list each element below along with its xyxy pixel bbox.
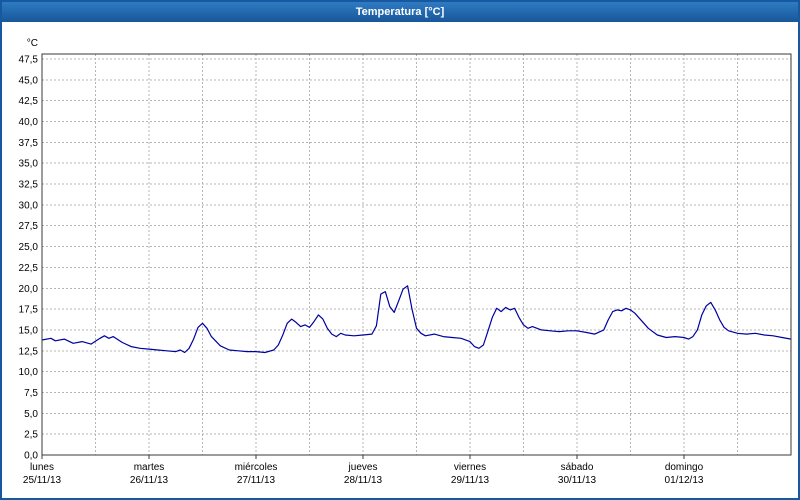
svg-text:7,5: 7,5 [24, 388, 38, 399]
x-label-day: domingo [665, 462, 704, 473]
svg-text:0,0: 0,0 [24, 451, 38, 462]
x-axis-labels: lunes 25/11/13 martes 26/11/13 miércoles 27/1… [23, 462, 704, 486]
x-label-day: lunes [30, 462, 54, 473]
svg-text:17,5: 17,5 [19, 305, 39, 316]
svg-text:40,0: 40,0 [19, 117, 39, 128]
x-label-day: jueves [348, 462, 378, 473]
x-label-day: miércoles [235, 462, 278, 473]
x-label-date: 27/11/13 [237, 475, 276, 486]
svg-text:25,0: 25,0 [19, 242, 39, 253]
svg-text:30,0: 30,0 [19, 200, 39, 211]
x-label-date: 28/11/13 [344, 475, 383, 486]
x-axis-ticks [41, 455, 685, 459]
series-line [41, 285, 792, 354]
svg-text:35,0: 35,0 [19, 159, 39, 170]
x-label-date: 29/11/13 [451, 475, 490, 486]
x-label-date: 26/11/13 [130, 475, 169, 486]
x-label-day: viernes [454, 462, 486, 473]
svg-text:20,0: 20,0 [19, 284, 39, 295]
vertical-gridlines [95, 54, 738, 455]
y-axis-tick-labels: 47,5 45,0 42,5 40,0 37,5 35,0 32,5 30,0 27,5 25,0… [19, 55, 39, 462]
svg-text:45,0: 45,0 [19, 75, 39, 86]
plot-border [41, 53, 792, 456]
temperature-chart: °C 47,5 45,0 42,5 40,0 37,5 35,0 32,5 30,0 27,5 25… [2, 22, 798, 498]
svg-text:22,5: 22,5 [19, 263, 39, 274]
svg-text:10,0: 10,0 [19, 367, 39, 378]
x-label-day: sábado [561, 462, 594, 473]
y-axis-unit-label: °C [27, 38, 38, 49]
svg-text:12,5: 12,5 [19, 346, 39, 357]
svg-text:32,5: 32,5 [19, 180, 39, 191]
temperature-chart-svg: °C 47,5 45,0 42,5 40,0 37,5 35,0 32,5 30,0 27,5 25… [19, 38, 792, 486]
x-label-day: martes [134, 462, 165, 473]
window-title: Temperatura [°C] [355, 6, 445, 18]
svg-text:37,5: 37,5 [19, 138, 39, 149]
x-label-date: 01/12/13 [665, 475, 704, 486]
svg-text:2,5: 2,5 [24, 430, 38, 441]
window-title-bar[interactable]: Temperatura [°C] [2, 2, 798, 22]
svg-text:47,5: 47,5 [19, 55, 39, 66]
x-label-date: 30/11/13 [558, 475, 597, 486]
horizontal-gridlines [42, 58, 791, 435]
svg-text:5,0: 5,0 [24, 409, 38, 420]
svg-text:42,5: 42,5 [19, 96, 39, 107]
x-label-date: 25/11/13 [23, 475, 62, 486]
svg-text:15,0: 15,0 [19, 325, 39, 336]
svg-text:27,5: 27,5 [19, 221, 39, 232]
